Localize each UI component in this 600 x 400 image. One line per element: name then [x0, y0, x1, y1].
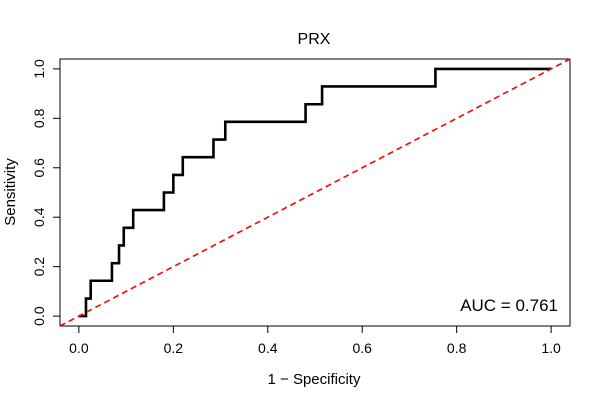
auc-annotation: AUC = 0.761	[460, 296, 558, 315]
y-tick-label: 1.0	[31, 59, 47, 79]
y-tick-label: 0.2	[31, 257, 47, 277]
y-axis: 0.0 0.2 0.4 0.6 0.8 1.0	[31, 59, 61, 326]
x-tick-label: 0.6	[352, 340, 372, 356]
roc-curve	[78, 67, 552, 318]
x-tick-label: 0.2	[164, 340, 184, 356]
x-tick-label: 0.0	[69, 340, 89, 356]
x-tick-label: 0.4	[258, 340, 278, 356]
x-axis: 0.0 0.2 0.4 0.6 0.8 1.0	[69, 325, 561, 356]
x-tick-label: 0.8	[447, 340, 467, 356]
plot-frame	[59, 58, 571, 327]
y-tick-label: 0.8	[31, 108, 47, 128]
y-tick-label: 0.6	[31, 158, 47, 178]
chart-title: PRX	[298, 31, 331, 48]
x-axis-label: 1 − Specificity	[268, 371, 361, 388]
y-axis-label: Sensitivity	[2, 158, 19, 226]
y-tick-label: 0.4	[31, 207, 47, 227]
series-layer	[59, 58, 571, 327]
y-tick-label: 0.0	[31, 306, 47, 326]
reference-diagonal	[59, 58, 571, 327]
x-tick-label: 1.0	[541, 340, 561, 356]
